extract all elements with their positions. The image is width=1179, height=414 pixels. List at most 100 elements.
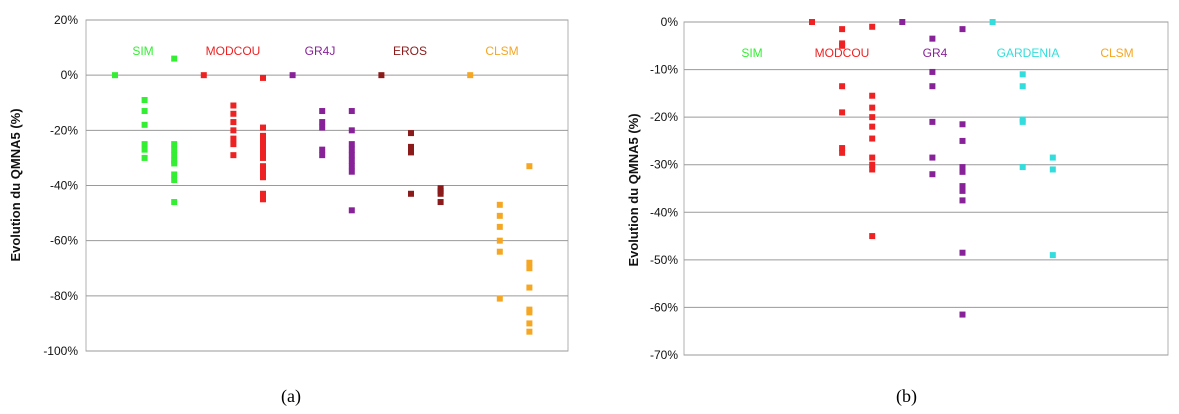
data-point-a-modcou-1-0 [230,102,237,109]
data-point-a-sim-2-6 [171,171,178,178]
data-point-b-gardenia-1-1 [1019,83,1026,90]
legend-label-b-modcou: MODCOU [815,46,870,60]
data-point-b-modcou-2-4 [869,123,876,130]
data-point-a-modcou-2-10 [260,190,266,197]
y-tick-label-a-2: -20% [50,123,78,137]
data-point-a-clsm-2-0 [526,163,533,170]
data-point-b-gr4-1-3 [929,118,936,125]
legend-label-b-gardenia: GARDENIA [997,46,1060,60]
y-tick-label-a-5: -80% [50,289,78,303]
data-point-a-clsm-0-0 [467,72,474,79]
data-point-b-gr4-2-8 [959,249,966,256]
data-point-b-gardenia-0-0 [989,19,996,25]
plot-frame-b [683,21,1169,356]
data-point-a-eros-2-3 [437,199,444,206]
data-point-b-gr4-2-6 [959,187,966,194]
data-point-a-modcou-2-6 [260,154,266,161]
data-point-a-gr4j-2-3 [348,146,355,153]
data-point-b-gr4-1-0 [929,35,936,42]
data-point-a-gr4j-2-2 [348,141,355,148]
data-point-a-modcou-2-5 [260,149,266,156]
y-tick-label-b-3: -30% [650,158,678,172]
data-point-b-modcou-2-6 [869,154,876,161]
data-point-a-clsm-1-1 [496,212,503,219]
data-point-b-gr4-2-1 [959,121,966,128]
chart-a-svg: 20% 0% -20% -40% -60% -80% -100% Evolution du Q… [8,13,569,358]
data-point-a-modcou-1-6 [230,152,237,159]
data-point-b-modcou-1-0 [839,26,846,33]
y-tick-label-b-5: -50% [650,253,678,267]
legend-label-a-clsm: CLSM [485,44,518,58]
data-point-b-gr4-2-3 [959,164,966,171]
y-axis-label-b: Evolution du QMNA5 (%) [626,113,641,266]
data-point-a-sim-1-2 [141,121,148,128]
data-point-a-clsm-1-0 [496,201,503,208]
data-point-b-gardenia-1-3 [1019,118,1026,125]
data-point-b-modcou-2-8 [869,166,876,173]
data-point-a-modcou-2-1 [260,124,266,131]
y-tick-label-b-7: -70% [650,348,678,362]
data-point-b-modcou-1-2 [839,42,846,49]
y-tick-label-b-2: -20% [650,110,678,124]
data-point-b-modcou-2-7 [869,161,876,168]
data-point-a-clsm-1-2 [496,223,503,230]
data-point-a-gr4j-2-0 [348,108,355,115]
data-point-b-modcou-2-3 [869,114,876,121]
data-point-a-sim-2-7 [171,176,178,183]
data-point-b-modcou-2-5 [869,135,876,142]
legend-label-a-gr4j: GR4J [305,44,336,58]
legend-label-a-eros: EROS [393,44,427,58]
data-point-b-modcou-2-0 [869,23,876,30]
data-point-a-sim-2-2 [171,146,178,153]
data-point-a-modcou-1-5 [230,141,237,148]
data-point-a-modcou-1-2 [230,119,237,126]
legend-label-a-modcou: MODCOU [206,44,261,58]
data-point-a-gr4j-1-3 [319,146,326,153]
data-point-b-gardenia-2-0 [1049,154,1056,161]
y-tick-label-b-0: 0% [661,15,679,29]
data-point-a-sim-2-5 [171,160,178,167]
chart-b-svg: 0% -10% -20% -30% -40% -50% -60% -70% Evolution … [626,15,1169,362]
data-point-b-gr4-1-5 [929,171,936,178]
data-point-a-clsm-2-1 [526,259,533,266]
data-point-b-gardenia-2-1 [1049,166,1056,173]
data-point-b-modcou-1-3 [839,83,846,90]
data-point-a-gr4j-2-5 [348,157,355,164]
data-point-a-modcou-2-8 [260,168,266,175]
y-tick-label-a-4: -60% [50,234,78,248]
data-point-b-gr4-2-5 [959,183,966,190]
data-point-a-modcou-2-7 [260,163,266,170]
data-point-a-modcou-1-1 [230,110,237,117]
data-point-b-gr4-1-4 [929,154,936,161]
data-point-a-modcou-1-4 [230,135,237,142]
data-point-a-sim-1-0 [141,96,148,103]
data-point-b-modcou-1-5 [839,145,846,152]
data-point-b-gardenia-1-0 [1019,71,1026,78]
data-point-a-sim-1-1 [141,108,148,115]
data-point-b-modcou-0-0 [809,19,815,25]
data-point-a-modcou-2-0 [260,74,266,81]
data-point-a-clsm-2-2 [526,265,533,272]
data-point-a-gr4j-2-1 [348,127,355,134]
caption-a: (a) [281,386,301,406]
data-point-a-modcou-1-3 [230,127,237,134]
data-point-a-clsm-1-5 [496,295,503,302]
chart-panel-b: 0% -10% -20% -30% -40% -50% -60% -70% Evolution … [590,0,1179,414]
data-point-b-gr4-2-4 [959,168,966,175]
data-point-a-clsm-1-3 [496,237,503,244]
data-point-b-gr4-0-0 [899,19,906,25]
data-point-a-sim-1-4 [141,146,148,153]
data-point-a-gr4j-0-0 [289,72,296,79]
data-point-a-modcou-2-9 [260,174,266,181]
y-tick-label-a-1: 0% [61,68,79,82]
data-point-a-clsm-2-5 [526,309,533,316]
y-tick-label-a-3: -40% [50,179,78,193]
data-point-b-modcou-2-2 [869,104,876,111]
data-point-b-modcou-2-9 [869,233,876,240]
data-point-a-gr4j-1-1 [319,119,326,126]
data-point-a-clsm-2-3 [526,284,533,291]
data-point-a-sim-1-5 [141,154,148,161]
data-point-b-gr4-2-7 [959,197,966,204]
data-point-b-gr4-2-9 [959,311,966,318]
data-point-b-modcou-2-1 [869,92,876,99]
